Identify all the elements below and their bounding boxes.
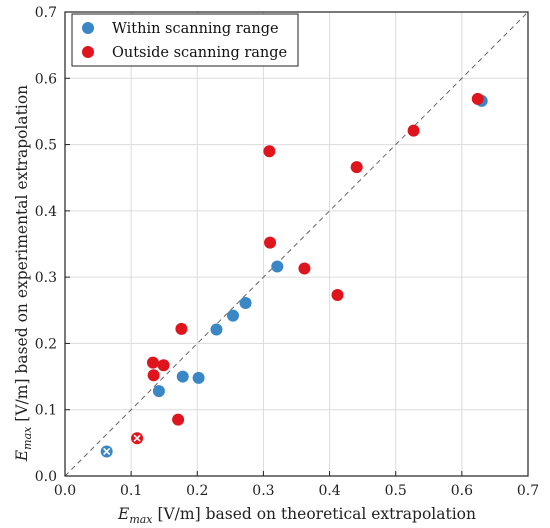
legend-marker-within xyxy=(82,22,94,34)
data-point xyxy=(227,309,240,322)
data-point xyxy=(172,413,185,426)
data-point xyxy=(175,322,188,335)
data-points xyxy=(100,92,488,458)
x-tick-label: 0.0 xyxy=(54,483,76,499)
y-tick-label: 0.3 xyxy=(35,270,57,286)
data-point xyxy=(271,260,284,273)
data-point xyxy=(210,323,223,336)
data-point xyxy=(146,356,159,369)
y-axis-label-sub: max xyxy=(21,426,34,450)
y-tick-label: 0.4 xyxy=(35,204,57,220)
data-point xyxy=(298,262,311,275)
legend-marker-outside xyxy=(82,46,94,58)
x-tick-label: 0.2 xyxy=(186,483,208,499)
legend-label-within: Within scanning range xyxy=(112,21,279,37)
y-tick-label: 0.6 xyxy=(35,71,57,87)
legend-box xyxy=(71,13,299,67)
y-tick-label: 0.2 xyxy=(35,336,57,352)
data-point xyxy=(331,289,344,302)
data-point xyxy=(264,236,277,249)
reference-line-y-equals-x xyxy=(64,11,529,477)
cross-marker xyxy=(103,447,111,456)
legend-label-outside: Outside scanning range xyxy=(112,45,287,61)
y-tick-label: 0.7 xyxy=(35,5,57,21)
series-outside-scanning-range xyxy=(131,92,484,445)
x-tick-label: 0.7 xyxy=(517,483,539,499)
data-point xyxy=(192,371,205,384)
data-point xyxy=(176,370,189,383)
y-axis-label: Emax [V/m] based on experimental extrapo… xyxy=(13,85,34,462)
plot-frame xyxy=(64,11,529,477)
x-axis-label-var: E xyxy=(117,505,130,523)
x-tick-label: 0.6 xyxy=(451,483,473,499)
x-tick-label: 0.1 xyxy=(120,483,142,499)
data-point xyxy=(147,369,160,382)
y-axis-label-var: E xyxy=(13,449,31,462)
x-axis-ticks: 0.0 0.1 0.2 0.3 0.4 0.5 0.6 0.7 xyxy=(54,471,539,499)
y-axis-label-text: [V/m] based on experimental extrapolatio… xyxy=(13,85,31,427)
y-tick-label: 0.0 xyxy=(35,469,57,485)
cross-marker xyxy=(133,434,141,442)
data-point xyxy=(263,145,276,158)
data-point xyxy=(350,161,363,174)
x-axis-label: Emax [V/m] based on theoretical extrapol… xyxy=(117,505,476,526)
legend: Within scanning range Outside scanning r… xyxy=(71,13,299,67)
x-axis-label-sub: max xyxy=(129,513,153,526)
y-axis-ticks: 0.0 0.1 0.2 0.3 0.4 0.5 0.6 0.7 xyxy=(35,5,70,485)
x-tick-label: 0.5 xyxy=(385,483,407,499)
x-tick-label: 0.3 xyxy=(252,483,274,499)
x-tick-label: 0.4 xyxy=(318,483,340,499)
y-tick-label: 0.5 xyxy=(35,138,57,154)
data-point xyxy=(157,359,170,372)
x-axis-label-text: [V/m] based on theoretical extrapolation xyxy=(153,505,476,523)
series-within-scanning-range xyxy=(100,94,488,458)
y-tick-label: 0.1 xyxy=(35,403,57,419)
data-point xyxy=(239,296,252,309)
data-point xyxy=(152,385,165,398)
grid xyxy=(64,11,529,477)
data-point xyxy=(471,92,484,105)
data-point xyxy=(407,124,420,137)
